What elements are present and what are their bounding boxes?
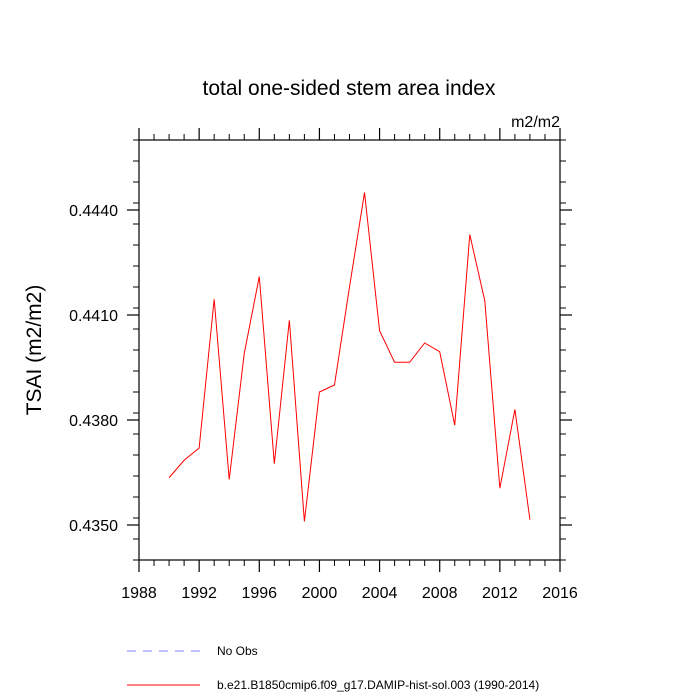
y-tick-label: 0.4410: [69, 308, 118, 325]
x-tick-label: 1988: [121, 585, 157, 602]
x-tick-label: 2000: [302, 585, 338, 602]
legend-label-model: b.e21.B1850cmip6.f09_g17.DAMIP-hist-sol.…: [217, 678, 539, 692]
legend: No Obs b.e21.B1850cmip6.f09_g17.DAMIP-hi…: [127, 644, 539, 692]
x-axis-tick-labels: 1988 1992 1996 2000 2004 2008 2012 2016: [121, 585, 578, 602]
y-tick-label: 0.4350: [69, 518, 118, 535]
x-tick-label: 1996: [241, 585, 277, 602]
y-tick-label: 0.4440: [69, 203, 118, 220]
axis-ticks: [127, 128, 572, 572]
x-tick-label: 1992: [181, 585, 217, 602]
x-tick-label: 2016: [542, 585, 578, 602]
plot-frame: [138, 139, 561, 561]
x-tick-label: 2012: [482, 585, 518, 602]
y-axis-tick-labels: 0.4350 0.4380 0.4410 0.4440: [69, 203, 118, 535]
chart-title: total one-sided stem area index: [202, 77, 496, 100]
y-tick-label: 0.4380: [69, 413, 118, 430]
series-layer: [168, 192, 531, 522]
x-tick-label: 2004: [362, 585, 398, 602]
x-tick-label: 2008: [422, 585, 458, 602]
legend-label-no-obs: No Obs: [217, 644, 258, 658]
units-label: m2/m2: [511, 114, 560, 131]
y-axis-label: TSAI (m2/m2): [23, 285, 46, 416]
series-line: [168, 192, 531, 522]
